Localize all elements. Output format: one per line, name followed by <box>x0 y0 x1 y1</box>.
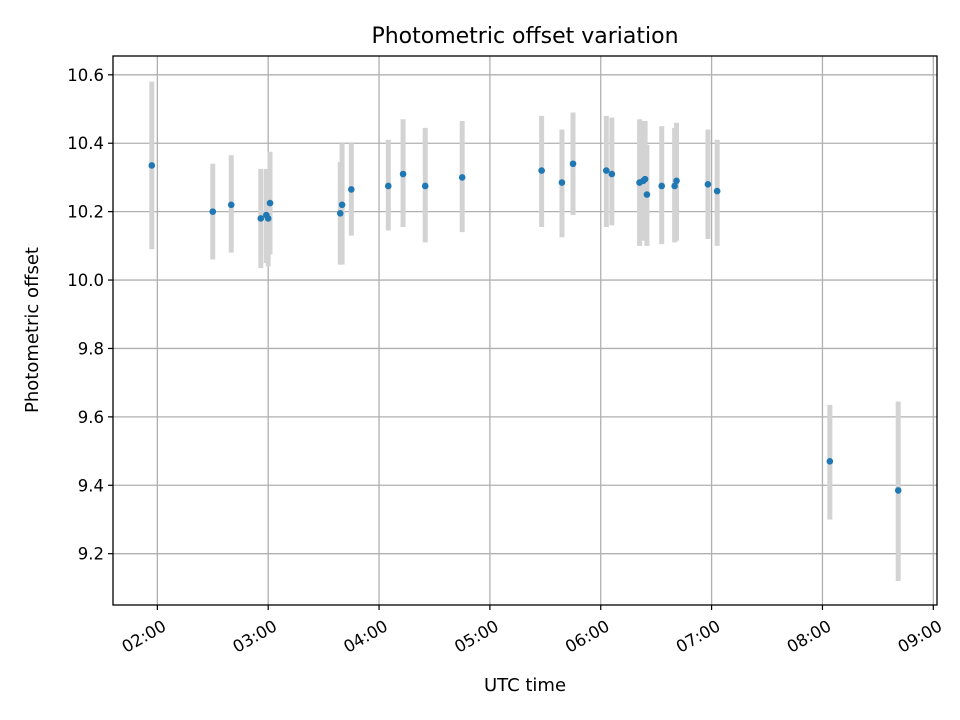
data-point <box>894 487 902 494</box>
data-point <box>227 201 235 209</box>
data-point <box>704 180 712 188</box>
plot-frame <box>112 55 938 606</box>
data-point <box>569 160 577 168</box>
data-point <box>558 179 566 186</box>
data-point <box>608 170 616 178</box>
chart-title: Photometric offset variation <box>371 24 678 49</box>
data-point <box>338 201 346 209</box>
data-point <box>384 182 392 190</box>
data-point <box>264 215 272 222</box>
data-point <box>826 458 834 465</box>
y-tick-label: 9.2 <box>78 545 104 564</box>
x-axis-label: UTC time <box>484 675 566 696</box>
data-point <box>257 215 265 222</box>
data-point <box>658 182 666 190</box>
data-point <box>399 170 407 178</box>
data-points <box>148 160 902 494</box>
data-point <box>266 199 274 207</box>
data-point <box>209 208 217 215</box>
data-point <box>602 167 610 174</box>
y-tick-label: 9.4 <box>78 476 104 495</box>
y-tick-label: 9.8 <box>78 339 104 358</box>
y-tick-label: 9.6 <box>78 408 104 427</box>
y-tick-label: 10.0 <box>67 271 104 290</box>
data-point <box>673 177 680 185</box>
grid-lines <box>113 56 937 605</box>
data-point <box>148 162 156 169</box>
y-tick-label: 10.2 <box>67 203 104 222</box>
data-point <box>458 174 466 181</box>
y-tick-label: 10.4 <box>67 134 104 153</box>
data-point <box>713 187 721 195</box>
y-tick-label: 10.6 <box>67 66 104 85</box>
y-axis-label: Photometric offset <box>22 247 43 413</box>
data-point <box>643 191 651 198</box>
data-point <box>421 182 429 190</box>
data-point <box>336 210 344 217</box>
data-point <box>538 167 545 174</box>
data-point <box>671 182 678 190</box>
data-point <box>641 175 649 183</box>
data-point <box>348 186 355 193</box>
